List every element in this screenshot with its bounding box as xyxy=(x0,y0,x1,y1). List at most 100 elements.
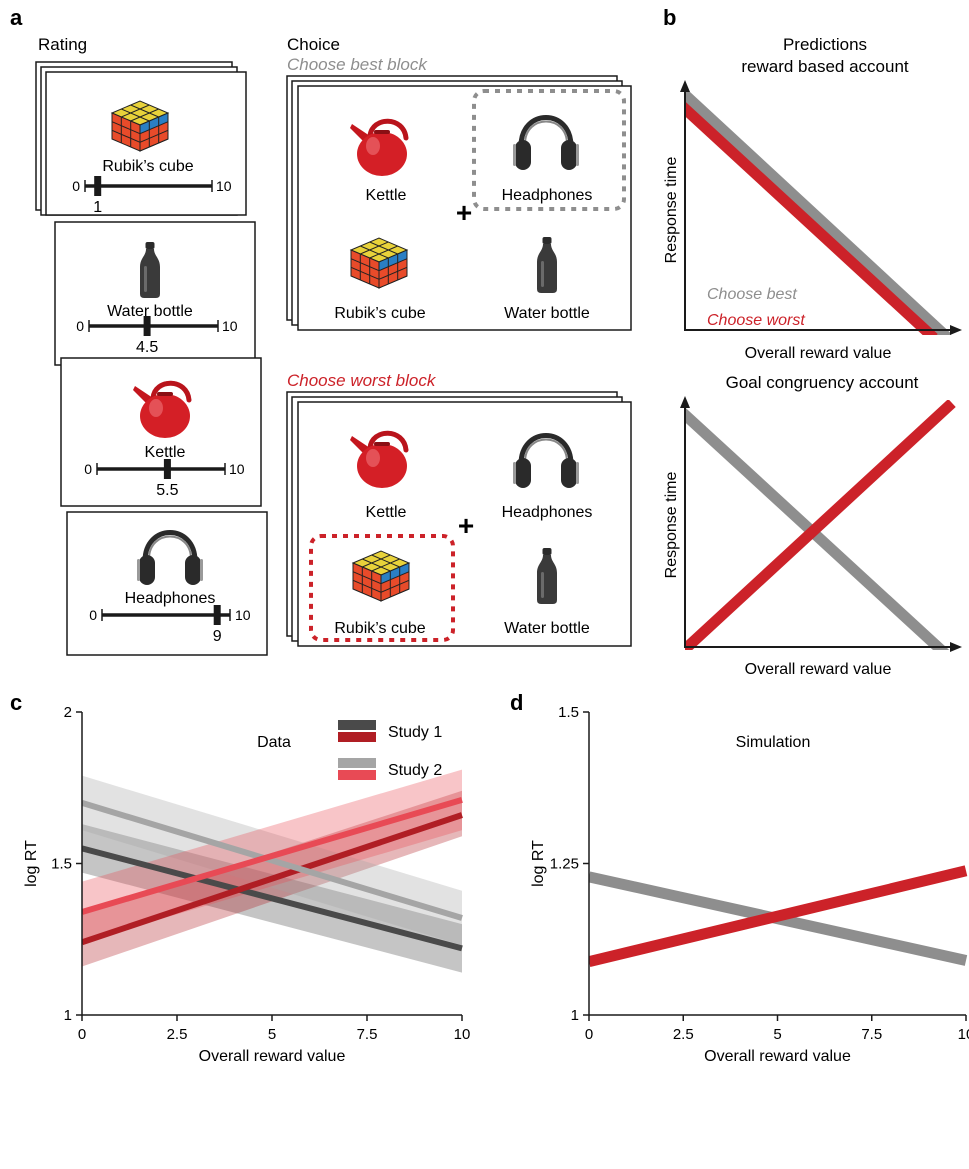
plot-area xyxy=(82,769,463,973)
legend-swatch xyxy=(338,720,376,730)
rating-value: 1 xyxy=(93,199,102,216)
choice-option-label: Headphones xyxy=(502,187,593,204)
goal-congruency-title: Goal congruency account xyxy=(726,373,919,392)
choice-option-label: Kettle xyxy=(366,187,407,204)
prediction-line-worst xyxy=(685,400,956,650)
choice-option-label: Rubik’s cube xyxy=(334,305,425,322)
y-axis-arrow xyxy=(680,396,690,408)
rating-thumb xyxy=(94,176,102,196)
choice-option-label: Water bottle xyxy=(504,305,590,322)
y-axis-arrow xyxy=(680,80,690,92)
plot-area xyxy=(589,865,968,968)
y-axis-label: log RT xyxy=(530,840,547,887)
x-tick-label: 7.5 xyxy=(357,1026,378,1043)
prediction-line-best xyxy=(685,87,952,335)
y-tick-label: 1 xyxy=(571,1007,579,1024)
predictions-title: Predictions xyxy=(783,35,867,54)
y-tick-label: 1.5 xyxy=(51,856,72,873)
legend: Study 1 Study 2 xyxy=(338,720,442,780)
legend-swatch xyxy=(338,770,376,780)
choice-option-label: Headphones xyxy=(502,504,593,521)
x-tick-label: 10 xyxy=(958,1026,969,1043)
fixation-cross: + xyxy=(458,510,474,541)
worst-block-label: Choose worst block xyxy=(287,371,437,390)
rating-scale-max: 10 xyxy=(222,318,238,334)
panel-b-label: b xyxy=(663,5,676,30)
rating-scale-min: 0 xyxy=(84,461,92,477)
legend-swatch xyxy=(338,758,376,768)
y-tick-label: 1 xyxy=(64,1007,72,1024)
series-line xyxy=(589,865,968,968)
rating-title: Rating xyxy=(38,35,87,54)
rating-item-label: Headphones xyxy=(125,590,216,607)
legend-choose-best: Choose best xyxy=(707,286,797,303)
rating-scale-max: 10 xyxy=(229,461,245,477)
y-axis-label: log RT xyxy=(23,840,40,887)
selection-highlight-worst xyxy=(309,534,455,642)
best-block-label: Choose best block xyxy=(287,55,428,74)
rating-scale-min: 0 xyxy=(89,607,97,623)
x-axis-label: Overall reward value xyxy=(745,661,892,678)
rating-scale-min: 0 xyxy=(76,318,84,334)
x-axis-arrow xyxy=(950,325,962,335)
rating-card-kettle: Kettle 0 10 5.5 xyxy=(60,357,262,507)
choice-screen-worst: Kettle Headphones + Rubik’s cube Water b… xyxy=(297,401,632,647)
chart-title: Data xyxy=(257,734,291,751)
panel-c-label: c xyxy=(10,690,22,715)
x-tick-label: 0 xyxy=(78,1026,86,1043)
fixation-cross: + xyxy=(456,197,472,228)
y-axis-label: Response time xyxy=(663,472,680,579)
x-tick-label: 10 xyxy=(454,1026,471,1043)
chart-title: Simulation xyxy=(736,734,811,751)
prediction-line-worst xyxy=(685,101,938,335)
series-line xyxy=(82,796,463,915)
rating-thumb xyxy=(213,605,221,625)
rating-item-label: Water bottle xyxy=(107,303,193,320)
legend-label: Study 1 xyxy=(388,724,442,741)
rating-item-label: Rubik’s cube xyxy=(102,158,193,175)
series-line xyxy=(82,800,463,921)
choice-option-label: Water bottle xyxy=(504,620,590,637)
y-axis-label: Response time xyxy=(663,157,680,264)
x-axis-arrow xyxy=(950,642,962,652)
choice-option-label: Rubik’s cube xyxy=(334,620,425,637)
choice-title: Choice xyxy=(287,35,340,54)
legend-swatch xyxy=(338,732,376,742)
x-axis-label: Overall reward value xyxy=(704,1048,851,1065)
panel-d-label: d xyxy=(510,690,523,715)
chart-data: 1 1.5 2 0 2.5 5 7.5 10 Overall reward value log R… xyxy=(23,704,470,1065)
series-line xyxy=(82,812,463,946)
y-tick-label: 1.5 xyxy=(558,704,579,721)
x-tick-label: 0 xyxy=(585,1026,593,1043)
rating-value: 5.5 xyxy=(156,482,178,499)
rating-scale-min: 0 xyxy=(72,178,80,194)
rating-value: 4.5 xyxy=(136,339,158,356)
selection-highlight-best xyxy=(472,89,626,211)
rating-card-headphones: Headphones 0 10 9 xyxy=(66,511,268,656)
y-tick-label: 2 xyxy=(64,704,72,721)
rating-thumb xyxy=(163,459,171,479)
panel-a-label: a xyxy=(10,5,23,30)
choice-option-label: Kettle xyxy=(366,504,407,521)
legend-label: Study 2 xyxy=(388,762,442,779)
x-axis-label: Overall reward value xyxy=(745,345,892,362)
prediction-lines-reward xyxy=(685,87,952,335)
rating-card-rubiks: Rubik’s cube 0 10 1 xyxy=(45,71,247,216)
choice-screen-best: Kettle Headphones + Rubik’s cube Water b… xyxy=(297,85,632,331)
x-tick-label: 5 xyxy=(268,1026,276,1043)
legend-choose-worst: Choose worst xyxy=(707,312,805,329)
x-tick-label: 2.5 xyxy=(167,1026,188,1043)
rating-scale-max: 10 xyxy=(216,178,232,194)
rating-thumb xyxy=(143,316,151,336)
rating-value: 9 xyxy=(213,628,222,645)
rating-card-water-bottle: Water bottle 0 10 4.5 xyxy=(54,221,256,366)
x-axis-label: Overall reward value xyxy=(199,1048,346,1065)
prediction-lines-goal xyxy=(685,400,956,650)
rating-item-label: Kettle xyxy=(145,444,186,461)
x-tick-label: 2.5 xyxy=(673,1026,694,1043)
rating-scale-max: 10 xyxy=(235,607,251,623)
x-tick-label: 7.5 xyxy=(861,1026,882,1043)
predictions-subtitle: reward based account xyxy=(741,57,909,76)
x-tick-label: 5 xyxy=(773,1026,781,1043)
